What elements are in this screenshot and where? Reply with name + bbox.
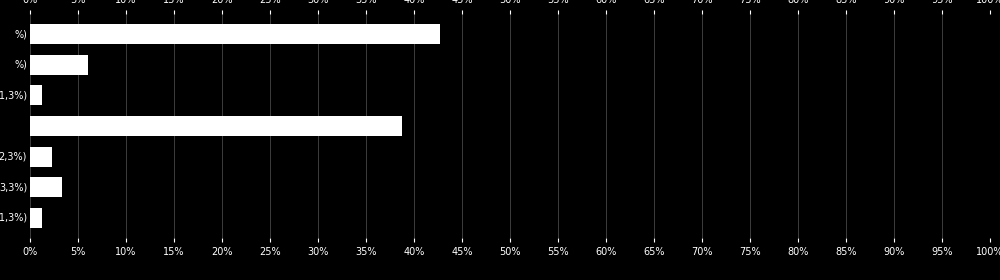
Text: 2,3%): 2,3%) [0, 152, 27, 162]
Bar [30, 116, 402, 136]
Bar [30, 177, 62, 197]
Text: (1,3%): (1,3%) [0, 90, 27, 100]
Text: %): %) [14, 60, 27, 70]
Bar [30, 85, 42, 105]
Bar [30, 208, 42, 228]
Bar [30, 24, 440, 44]
Bar [30, 55, 88, 75]
Text: %): %) [14, 29, 27, 39]
Text: (1,3%): (1,3%) [0, 213, 27, 223]
Bar [30, 147, 52, 167]
Text: 3,3%): 3,3%) [0, 182, 27, 192]
